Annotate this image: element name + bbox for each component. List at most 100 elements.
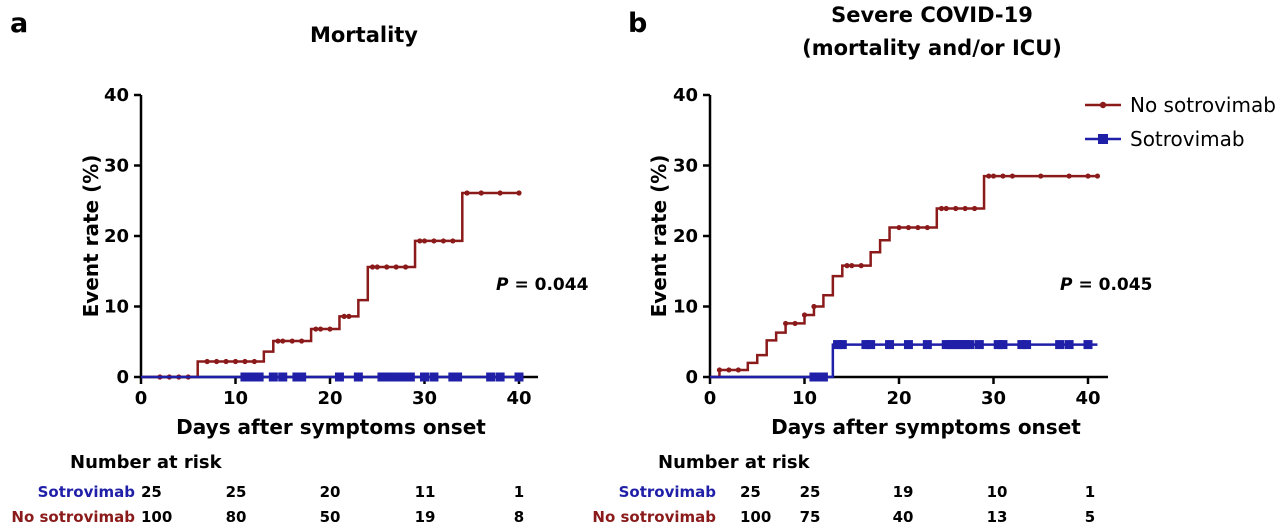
- censor-mark-no-sotrovimab: [369, 264, 376, 270]
- censor-mark-sotrovimab: [278, 372, 288, 382]
- y-tick-label: 20: [104, 226, 129, 247]
- censor-mark-no-sotrovimab: [497, 190, 503, 196]
- censor-mark-sotrovimab: [391, 372, 401, 382]
- risk-values-b: 25 25 19 10 1 100 75 40 13 5: [740, 483, 1095, 526]
- censor-mark-no-sotrovimab: [811, 303, 817, 310]
- censor-mark-no-sotrovimab: [1009, 173, 1016, 179]
- censor-mark-no-sotrovimab: [1000, 173, 1006, 179]
- risk-value-sotrovimab: 20: [320, 483, 341, 501]
- risk-value-no-sotrovimab: 100: [141, 508, 172, 526]
- y-tick-label: 30: [673, 156, 698, 177]
- censor-mark-no-sotrovimab: [299, 338, 305, 344]
- risk-value-no-sotrovimab: 8: [514, 508, 524, 526]
- censor-mark-sotrovimab: [249, 372, 259, 382]
- censor-mark-sotrovimab: [240, 372, 250, 382]
- x-axis-label-b: Days after symptoms onset: [771, 415, 1081, 439]
- censor-mark-sotrovimab: [885, 340, 895, 350]
- censor-mark-sotrovimab: [334, 372, 344, 382]
- risk-value-no-sotrovimab: 100: [740, 508, 771, 526]
- censor-mark-no-sotrovimab: [204, 358, 210, 365]
- censor-mark-no-sotrovimab: [242, 358, 248, 365]
- panel-a: a Mortality 0 10 20 30 40 0 10 20 30 40 Event rat…: [10, 8, 589, 526]
- censor-mark-no-sotrovimab: [938, 205, 945, 212]
- censor-mark-no-sotrovimab: [783, 320, 789, 327]
- censor-mark-no-sotrovimab: [735, 367, 741, 373]
- risk-value-no-sotrovimab: 40: [893, 508, 914, 526]
- series-line-no-sotrovimab: [710, 174, 1098, 379]
- risk-value-no-sotrovimab: 80: [226, 508, 247, 526]
- censor-mark-no-sotrovimab: [313, 326, 319, 332]
- censor-mark-sotrovimab: [486, 372, 496, 382]
- censor-mark-sotrovimab: [405, 372, 415, 382]
- risk-title-a: Number at risk: [70, 452, 223, 473]
- censor-mark-no-sotrovimab: [801, 312, 808, 318]
- censor-mark-sotrovimab: [993, 340, 1003, 350]
- panel-letter-b: b: [628, 8, 647, 39]
- legend-label-sotrovimab: Sotrovimab: [1130, 127, 1245, 151]
- x-tick-label: 0: [135, 388, 148, 409]
- censor-mark-sotrovimab: [814, 372, 824, 382]
- panel-b-title-line1: Severe COVID-19: [831, 3, 1033, 27]
- risk-label-no-sotrovimab-a: No sotrovimab: [11, 508, 135, 526]
- y-tick-label: 40: [104, 85, 129, 106]
- censor-mark-no-sotrovimab: [896, 224, 902, 231]
- censor-mark-sotrovimab: [965, 340, 975, 350]
- legend-label-no-sotrovimab: No sotrovimab: [1130, 93, 1276, 117]
- plot-area-b: 0 10 20 30 40 0 10 20 30 40: [673, 85, 1108, 409]
- risk-value-sotrovimab: 25: [141, 483, 162, 501]
- censor-mark-no-sotrovimab: [478, 190, 484, 196]
- censor-mark-no-sotrovimab: [232, 358, 239, 365]
- censor-mark-sotrovimab: [960, 340, 970, 350]
- panel-b: b Severe COVID-19 (mortality and/or ICU)…: [592, 3, 1276, 526]
- censor-mark-no-sotrovimab: [275, 338, 281, 344]
- censor-mark-sotrovimab: [514, 372, 524, 382]
- risk-value-sotrovimab: 11: [415, 483, 436, 501]
- risk-value-sotrovimab: 19: [893, 483, 914, 501]
- censor-mark-no-sotrovimab: [393, 264, 399, 270]
- censor-mark-sotrovimab: [974, 340, 984, 350]
- censor-mark-no-sotrovimab: [374, 264, 380, 270]
- y-tick-label: 30: [104, 156, 129, 177]
- censor-mark-sotrovimab: [420, 372, 429, 382]
- censor-mark-sotrovimab: [429, 372, 439, 382]
- censor-mark-no-sotrovimab: [990, 173, 997, 179]
- y-tick-label: 10: [104, 297, 129, 318]
- censor-mark-sotrovimab: [448, 372, 458, 382]
- censor-mark-no-sotrovimab: [962, 205, 968, 212]
- x-axis-label-a: Days after symptoms onset: [176, 415, 486, 439]
- y-tick-label: 40: [673, 85, 698, 106]
- series-line-sotrovimab: [710, 343, 1098, 379]
- censor-mark-no-sotrovimab: [327, 326, 333, 332]
- censor-mark-sotrovimab: [837, 340, 847, 350]
- censor-mark-no-sotrovimab: [953, 205, 959, 212]
- censor-mark-no-sotrovimab: [716, 367, 723, 373]
- censor-mark-no-sotrovimab: [792, 320, 798, 327]
- p-value-a: P = 0.044: [496, 275, 589, 295]
- censor-mark-no-sotrovimab: [1085, 173, 1091, 179]
- censor-mark-sotrovimab: [382, 372, 392, 382]
- censor-mark-no-sotrovimab: [421, 238, 428, 244]
- censor-mark-sotrovimab: [818, 372, 828, 382]
- censor-mark-no-sotrovimab: [417, 238, 423, 244]
- x-tick-label: 30: [412, 388, 437, 409]
- risk-value-no-sotrovimab: 19: [415, 508, 436, 526]
- censor-mark-no-sotrovimab: [403, 264, 409, 270]
- censor-mark-sotrovimab: [1083, 340, 1093, 350]
- risk-value-sotrovimab: 25: [800, 483, 821, 501]
- y-tick-label: 20: [673, 226, 698, 247]
- censor-mark-no-sotrovimab: [289, 338, 295, 344]
- censor-mark-no-sotrovimab: [844, 263, 850, 269]
- censor-mark-no-sotrovimab: [516, 190, 522, 196]
- p-value-a-text: = 0.044: [514, 275, 588, 295]
- censor-mark-sotrovimab: [955, 340, 965, 350]
- x-tick-label: 40: [506, 388, 531, 409]
- risk-label-no-sotrovimab-b: No sotrovimab: [592, 508, 716, 526]
- censor-mark-sotrovimab: [1022, 340, 1032, 350]
- censor-mark-sotrovimab: [809, 372, 819, 382]
- series-line-no-sotrovimab: [141, 191, 519, 379]
- panel-letter-a: a: [10, 8, 28, 39]
- censor-mark-no-sotrovimab: [1038, 173, 1044, 179]
- censor-mark-sotrovimab: [1064, 340, 1074, 350]
- censor-mark-sotrovimab: [386, 372, 396, 382]
